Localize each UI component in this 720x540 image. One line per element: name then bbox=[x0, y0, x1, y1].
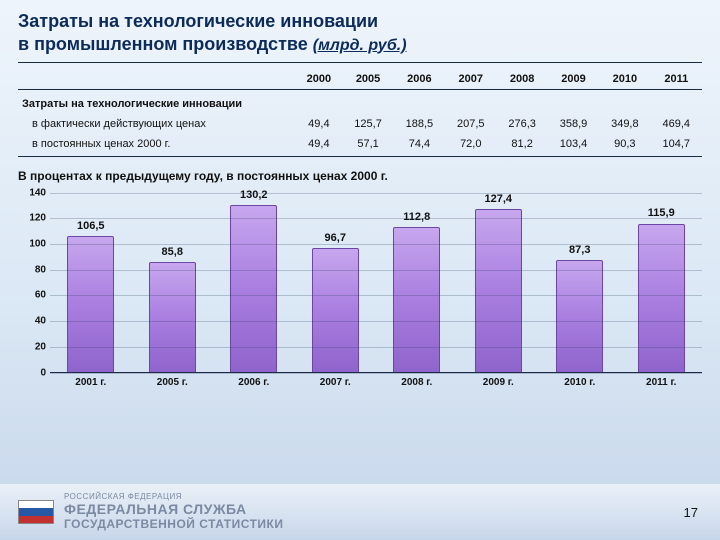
title-line2-prefix: в промышленном производстве bbox=[18, 34, 313, 54]
page-number: 17 bbox=[684, 505, 698, 520]
footer-line1: ФЕДЕРАЛЬНАЯ СЛУЖБА bbox=[64, 502, 284, 517]
y-tick: 0 bbox=[10, 367, 46, 378]
bar-column: 85,8 bbox=[132, 193, 214, 373]
row-label: в постоянных ценах 2000 г. bbox=[18, 134, 295, 157]
title-units: (млрд. руб.) bbox=[313, 37, 407, 54]
bar bbox=[67, 236, 114, 373]
bar bbox=[475, 209, 522, 373]
year-header: 2000 bbox=[295, 69, 342, 90]
row-label: в фактически действующих ценах bbox=[18, 114, 295, 134]
bar-column: 127,4 bbox=[458, 193, 540, 373]
title-separator bbox=[18, 62, 702, 63]
year-header: 2010 bbox=[599, 69, 650, 90]
bar-value-label: 130,2 bbox=[240, 189, 268, 201]
bar bbox=[312, 248, 359, 372]
x-tick: 2009 г. bbox=[458, 373, 540, 397]
cell-value: 74,4 bbox=[394, 134, 445, 157]
cell-value: 349,8 bbox=[599, 114, 650, 134]
cell-value: 90,3 bbox=[599, 134, 650, 157]
section-label: Затраты на технологические инновации bbox=[18, 89, 702, 114]
bar-value-label: 127,4 bbox=[484, 193, 512, 205]
bar bbox=[556, 260, 603, 372]
year-header: 2007 bbox=[445, 69, 496, 90]
x-tick: 2006 г. bbox=[213, 373, 295, 397]
y-tick: 40 bbox=[10, 316, 46, 327]
cell-value: 49,4 bbox=[295, 114, 342, 134]
bar-chart: 0 20 40 60 80 100 120 140 106,5 85,8 130,2 96,7 112… bbox=[10, 187, 710, 397]
y-tick: 100 bbox=[10, 238, 46, 249]
plot-area: 106,5 85,8 130,2 96,7 112,8 127,4 87,3 115,9 bbox=[50, 193, 702, 373]
bar-column: 130,2 bbox=[213, 193, 295, 373]
year-header: 2005 bbox=[342, 69, 393, 90]
bar bbox=[393, 227, 440, 372]
x-tick: 2005 г. bbox=[132, 373, 214, 397]
bar bbox=[638, 224, 685, 373]
year-header: 2006 bbox=[394, 69, 445, 90]
cell-value: 72,0 bbox=[445, 134, 496, 157]
x-tick: 2007 г. bbox=[295, 373, 377, 397]
flag-icon bbox=[18, 500, 54, 524]
cell-value: 57,1 bbox=[342, 134, 393, 157]
bars-container: 106,5 85,8 130,2 96,7 112,8 127,4 87,3 115,9 bbox=[50, 193, 702, 373]
cell-value: 125,7 bbox=[342, 114, 393, 134]
cell-value: 188,5 bbox=[394, 114, 445, 134]
bar-column: 106,5 bbox=[50, 193, 132, 373]
cell-value: 207,5 bbox=[445, 114, 496, 134]
cell-value: 276,3 bbox=[496, 114, 547, 134]
footer-text: РОССИЙСКАЯ ФЕДЕРАЦИЯ ФЕДЕРАЛЬНАЯ СЛУЖБА … bbox=[64, 493, 284, 530]
chart-title: В процентах к предыдущему году, в постоя… bbox=[18, 169, 702, 183]
y-tick: 140 bbox=[10, 187, 46, 198]
bar-value-label: 96,7 bbox=[325, 232, 346, 244]
y-axis: 020406080100120140 bbox=[10, 193, 50, 373]
y-tick: 80 bbox=[10, 264, 46, 275]
cell-value: 103,4 bbox=[548, 134, 599, 157]
title-line1: Затраты на технологические инновации bbox=[18, 11, 378, 31]
bar-value-label: 85,8 bbox=[162, 246, 183, 258]
bar-value-label: 106,5 bbox=[77, 220, 105, 232]
x-tick: 2008 г. bbox=[376, 373, 458, 397]
slide-title: Затраты на технологические инновации в п… bbox=[0, 0, 720, 58]
x-tick: 2010 г. bbox=[539, 373, 621, 397]
cell-value: 469,4 bbox=[651, 114, 702, 134]
bar-column: 112,8 bbox=[376, 193, 458, 373]
y-tick: 20 bbox=[10, 341, 46, 352]
cell-value: 358,9 bbox=[548, 114, 599, 134]
x-axis: 2001 г.2005 г.2006 г.2007 г.2008 г.2009 … bbox=[50, 373, 702, 397]
x-tick: 2001 г. bbox=[50, 373, 132, 397]
cell-value: 104,7 bbox=[651, 134, 702, 157]
bar-value-label: 87,3 bbox=[569, 244, 590, 256]
year-header: 2011 bbox=[651, 69, 702, 90]
x-tick: 2011 г. bbox=[621, 373, 703, 397]
footer: РОССИЙСКАЯ ФЕДЕРАЦИЯ ФЕДЕРАЛЬНАЯ СЛУЖБА … bbox=[0, 484, 720, 540]
year-header: 2008 bbox=[496, 69, 547, 90]
bar-column: 87,3 bbox=[539, 193, 621, 373]
cell-value: 81,2 bbox=[496, 134, 547, 157]
year-header: 2009 bbox=[548, 69, 599, 90]
cell-value: 49,4 bbox=[295, 134, 342, 157]
bar-column: 96,7 bbox=[295, 193, 377, 373]
data-table: 20002005200620072008200920102011 Затраты… bbox=[18, 69, 702, 157]
y-tick: 60 bbox=[10, 290, 46, 301]
bar-column: 115,9 bbox=[621, 193, 703, 373]
bar bbox=[149, 262, 196, 372]
y-tick: 120 bbox=[10, 213, 46, 224]
footer-line2: ГОСУДАРСТВЕННОЙ СТАТИСТИКИ bbox=[64, 518, 284, 531]
